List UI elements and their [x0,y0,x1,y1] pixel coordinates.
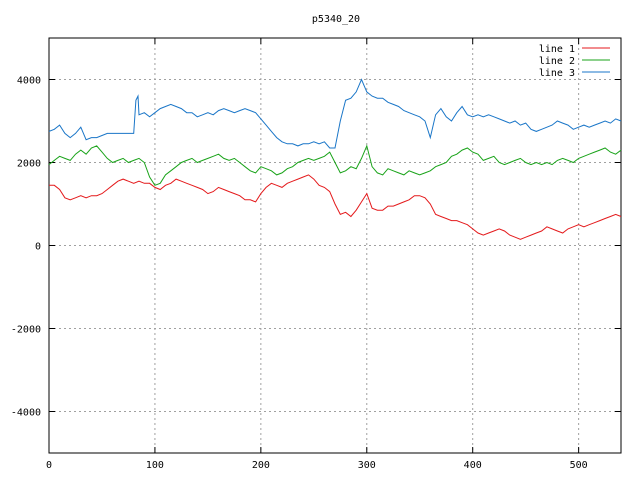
y-tick-label: 0 [35,242,41,253]
series-line-3 [48,78,622,149]
chart-title: p5340_20 [312,14,360,25]
legend-label-1: line 1 [539,44,575,55]
x-tick-label: 0 [46,460,52,471]
y-tick-label: -4000 [11,408,41,419]
x-tick-label: 400 [464,460,482,471]
axes: 0 100 200 300 400 500 -4000 -2000 0 2000 4000 [11,37,622,471]
legend-label-3: line 3 [539,68,575,79]
y-tick-label: 2000 [17,159,41,170]
x-tick-label: 500 [570,460,588,471]
grid [49,38,621,453]
x-tick-label: 100 [146,460,164,471]
series-line-1 [49,174,622,240]
y-tick-label: -2000 [11,325,41,336]
plot-series [48,78,622,240]
legend-label-2: line 2 [539,56,575,67]
y-tick-label: 4000 [17,76,41,87]
x-tick-label: 300 [358,460,376,471]
series-line-2 [48,144,622,186]
x-tick-label: 200 [252,460,270,471]
